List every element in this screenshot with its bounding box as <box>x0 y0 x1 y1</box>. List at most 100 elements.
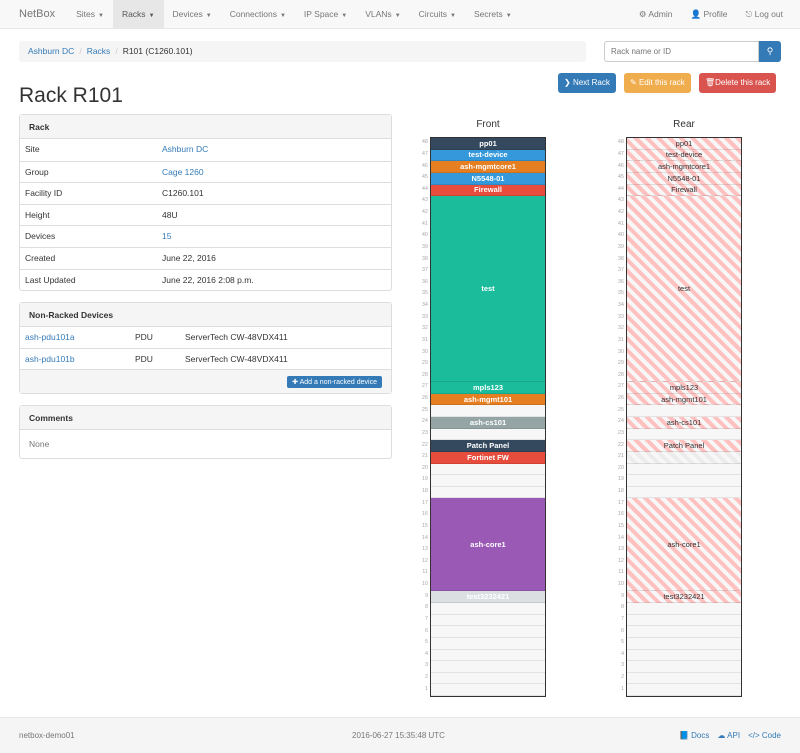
search-input[interactable] <box>604 41 759 62</box>
unit-number: 4 <box>424 650 428 657</box>
rack-device[interactable]: pp01 <box>431 138 545 150</box>
rack-device[interactable]: test3232421 <box>627 591 741 603</box>
rack-unit[interactable] <box>627 673 741 685</box>
nav-devices[interactable]: Devices ▼ <box>164 0 221 29</box>
nav-log-out[interactable]: ⎋ Log out <box>737 0 792 29</box>
rack-unit[interactable] <box>627 615 741 627</box>
footer-link-code[interactable]: </> Code <box>748 731 781 740</box>
rack-unit[interactable] <box>627 661 741 673</box>
unit-number: 46 <box>421 162 428 169</box>
rack-device[interactable]: N5548-01 <box>431 172 545 185</box>
rack-unit[interactable] <box>627 603 741 615</box>
rack-device[interactable]: pp01 <box>627 138 741 150</box>
unit-number: 5 <box>620 639 624 646</box>
rack-unit[interactable] <box>627 650 741 662</box>
rack-unit[interactable] <box>431 638 545 650</box>
rack-unit[interactable] <box>431 464 545 476</box>
rack-unit[interactable] <box>627 626 741 638</box>
rack-device[interactable]: test-device <box>431 149 545 162</box>
rack-device[interactable]: ash-mgmtcore1 <box>431 161 545 173</box>
rack-device[interactable]: Patch Panel <box>627 440 741 452</box>
comments-panel: Comments None <box>19 405 392 459</box>
breadcrumb-current: R101 (C1260.101) <box>122 46 193 56</box>
rack-device[interactable]: Patch Panel <box>431 440 545 452</box>
separator: / <box>79 46 82 56</box>
rack-unit[interactable] <box>431 603 545 615</box>
attribute-label: Facility ID <box>25 188 63 199</box>
rack-device[interactable]: ash-mgmtcore1 <box>627 161 741 173</box>
add-non-racked-button[interactable]: ✚ Add a non-racked device <box>287 375 382 388</box>
rack-device[interactable]: test3232421 <box>431 591 545 603</box>
rack-device[interactable]: ash-mgmt101 <box>431 393 545 406</box>
rack-device[interactable]: mpls123 <box>627 382 741 394</box>
unit-number: 17 <box>617 499 624 506</box>
rack-unit[interactable] <box>627 475 741 487</box>
attribute-value[interactable]: 15 <box>162 231 172 242</box>
rack-unit[interactable] <box>627 464 741 476</box>
nav-secrets[interactable]: Secrets ▼ <box>465 0 521 29</box>
rack-device[interactable]: test <box>627 196 741 383</box>
nav-vlans[interactable]: VLANs ▼ <box>356 0 409 29</box>
rack-device[interactable]: Firewall <box>431 184 545 197</box>
attribute-value[interactable]: Cage 1260 <box>162 166 204 177</box>
attribute-row: Site Ashburn DC <box>20 139 391 161</box>
rack-unit[interactable] <box>627 638 741 650</box>
nav-label: VLANs <box>365 8 392 19</box>
brand-logo[interactable]: NetBox <box>19 7 56 20</box>
device-link[interactable]: ash-pdu101b <box>25 353 75 364</box>
rack-device[interactable]: ash-cs101 <box>627 417 741 429</box>
search-button[interactable]: ⚲ <box>759 41 781 62</box>
rack-device[interactable] <box>627 451 741 464</box>
rack-unit[interactable] <box>431 429 545 441</box>
rack-unit[interactable] <box>431 487 545 499</box>
unit-number: 34 <box>421 302 428 309</box>
delete-rack-button[interactable]: 🗑Delete this rack <box>699 73 777 93</box>
rack-device[interactable]: test <box>431 196 545 383</box>
rack-device[interactable]: Fortinet FW <box>431 451 545 464</box>
breadcrumb-racks[interactable]: Racks <box>86 46 111 56</box>
rack-unit[interactable] <box>431 475 545 487</box>
rack-device[interactable]: test-device <box>627 149 741 162</box>
attribute-value[interactable]: Ashburn DC <box>162 144 209 154</box>
nav-sites[interactable]: Sites ▼ <box>67 0 113 29</box>
unit-number: 12 <box>617 557 624 564</box>
rack-unit[interactable] <box>431 673 545 685</box>
rack-device[interactable]: ash-core1 <box>627 498 741 592</box>
nav-circuits[interactable]: Circuits ▼ <box>410 0 465 29</box>
rack-unit[interactable] <box>627 684 741 696</box>
footer-link-docs[interactable]: 📘 Docs <box>679 731 709 740</box>
rack-device[interactable]: ash-core1 <box>431 498 545 592</box>
nav-ip-space[interactable]: IP Space ▼ <box>295 0 356 29</box>
rack-device[interactable]: ash-mgmt101 <box>627 393 741 406</box>
rack-unit[interactable] <box>431 661 545 673</box>
rack-unit[interactable] <box>431 615 545 627</box>
plus-icon: ✚ <box>292 378 300 386</box>
nav-profile[interactable]: 👤 Profile <box>681 0 736 29</box>
nav-connections[interactable]: Connections ▼ <box>221 0 295 29</box>
rack-unit[interactable] <box>627 405 741 417</box>
rack-device[interactable]: Firewall <box>627 184 741 197</box>
footer-link-api[interactable]: ☁ API <box>717 731 740 740</box>
edit-rack-button[interactable]: ✎ Edit this rack <box>624 73 691 93</box>
unit-number: 13 <box>617 546 624 553</box>
rack-unit[interactable] <box>627 487 741 499</box>
rack-unit[interactable] <box>627 429 741 441</box>
device-type: ServerTech CW-48VDX411 <box>185 332 288 342</box>
rack-device[interactable]: ash-cs101 <box>431 417 545 429</box>
rack-unit[interactable] <box>431 650 545 662</box>
nav-admin[interactable]: ⚙ Admin <box>630 0 682 29</box>
unit-number: 6 <box>620 627 624 634</box>
rack-unit[interactable] <box>431 684 545 696</box>
rack-unit[interactable] <box>431 405 545 417</box>
device-link[interactable]: ash-pdu101a <box>25 332 75 342</box>
rack-device[interactable]: N5548-01 <box>627 172 741 185</box>
nav-racks[interactable]: Racks ▼ <box>112 0 164 29</box>
unit-number: 43 <box>421 197 428 204</box>
rack-unit[interactable] <box>431 626 545 638</box>
breadcrumb-site[interactable]: Ashburn DC <box>28 46 75 56</box>
next-rack-button[interactable]: ❯ Next Rack <box>558 73 616 93</box>
nav-label: Circuits <box>418 8 447 19</box>
device-name: test3232421 <box>466 592 510 602</box>
rack-device[interactable]: mpls123 <box>431 382 545 394</box>
pencil-icon: ✎ <box>630 78 639 87</box>
